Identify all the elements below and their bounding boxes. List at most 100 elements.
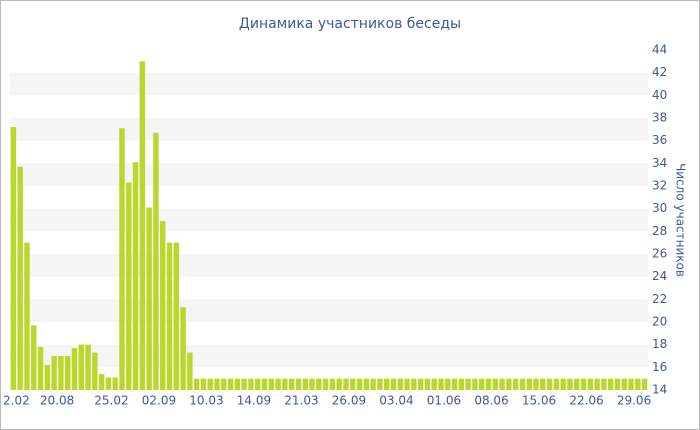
bar <box>377 378 383 390</box>
bar <box>567 378 573 390</box>
grid-band <box>10 118 648 141</box>
bar <box>404 378 410 390</box>
bar <box>268 378 275 390</box>
x-tick-label: 14.09 <box>237 394 271 408</box>
x-tick-label: 22.06 <box>569 394 603 408</box>
y-axis-label: Число участников <box>674 163 688 277</box>
bar <box>288 378 295 390</box>
bar <box>506 378 512 390</box>
y-tick-label: 26 <box>652 247 667 261</box>
bar <box>607 378 614 390</box>
bar <box>92 352 98 390</box>
bar <box>526 378 532 390</box>
bar <box>322 378 329 390</box>
y-tick-label: 30 <box>652 201 667 215</box>
bar <box>546 378 553 390</box>
bar <box>553 378 560 390</box>
bar <box>146 207 152 390</box>
bar <box>329 378 336 390</box>
bar <box>350 378 356 390</box>
x-tick-label: 26.09 <box>332 394 366 408</box>
bar <box>10 127 17 391</box>
bar <box>316 378 322 390</box>
bar <box>275 378 281 390</box>
bar <box>472 378 478 390</box>
bar <box>153 132 159 390</box>
y-tick-label: 20 <box>652 315 667 329</box>
bar <box>614 378 621 390</box>
bar <box>24 242 30 390</box>
bar <box>126 182 132 390</box>
x-tick-label: 2.02 <box>3 394 30 408</box>
y-tick-label: 18 <box>652 337 667 351</box>
bar <box>417 378 424 390</box>
bar <box>64 356 71 390</box>
y-tick-label: 28 <box>652 224 667 238</box>
bar <box>85 344 91 390</box>
bar <box>343 378 349 390</box>
bar <box>282 378 288 390</box>
bar <box>187 352 193 390</box>
bar <box>166 242 173 390</box>
y-tick-label: 40 <box>652 88 667 102</box>
bar <box>451 378 458 390</box>
bar <box>587 378 594 390</box>
bar <box>383 378 390 390</box>
bar <box>512 378 519 390</box>
bar <box>207 378 213 390</box>
bar <box>580 378 587 390</box>
bar <box>445 378 451 390</box>
bar <box>540 378 546 390</box>
bar <box>295 378 302 390</box>
x-tick-label: 10.03 <box>189 394 223 408</box>
grid-band <box>10 72 648 96</box>
grid-band <box>10 344 648 368</box>
bar <box>139 61 146 390</box>
bar <box>248 378 254 390</box>
bar <box>132 162 139 390</box>
grid-band <box>10 299 648 322</box>
chart-title: Динамика участников беседы <box>239 16 461 32</box>
bar <box>234 378 241 390</box>
bar <box>58 356 64 390</box>
bar <box>465 378 471 390</box>
bar <box>390 378 397 390</box>
bar <box>621 378 627 390</box>
bar <box>214 378 220 390</box>
bar <box>200 378 207 390</box>
bar <box>51 356 57 390</box>
bar <box>438 378 444 390</box>
bar <box>255 378 261 390</box>
bar <box>17 166 23 390</box>
bar <box>635 378 641 390</box>
y-tick-label: 24 <box>652 269 667 283</box>
bar <box>98 374 105 390</box>
bar <box>478 378 485 390</box>
x-tick-label: 02.09 <box>142 394 176 408</box>
x-tick-label: 25.02 <box>94 394 128 408</box>
x-tick-label: 15.06 <box>522 394 556 408</box>
bar <box>31 325 37 390</box>
bar <box>370 378 376 390</box>
y-tick-label: 44 <box>652 43 667 57</box>
bar <box>499 378 505 390</box>
y-tick-label: 34 <box>652 156 667 170</box>
bar <box>180 307 186 390</box>
bar <box>533 378 539 390</box>
bar <box>458 378 465 390</box>
bar <box>309 378 315 390</box>
grid-band <box>10 254 648 277</box>
bar <box>261 378 268 390</box>
grid-band <box>10 163 648 186</box>
x-tick-label: 03.04 <box>379 394 413 408</box>
bar <box>302 378 308 390</box>
bar <box>159 221 166 390</box>
bar <box>356 378 363 390</box>
bar <box>519 378 526 390</box>
bar <box>78 344 84 390</box>
bar <box>641 378 648 390</box>
bar <box>71 348 78 390</box>
bar <box>119 128 125 390</box>
bar <box>221 378 227 390</box>
